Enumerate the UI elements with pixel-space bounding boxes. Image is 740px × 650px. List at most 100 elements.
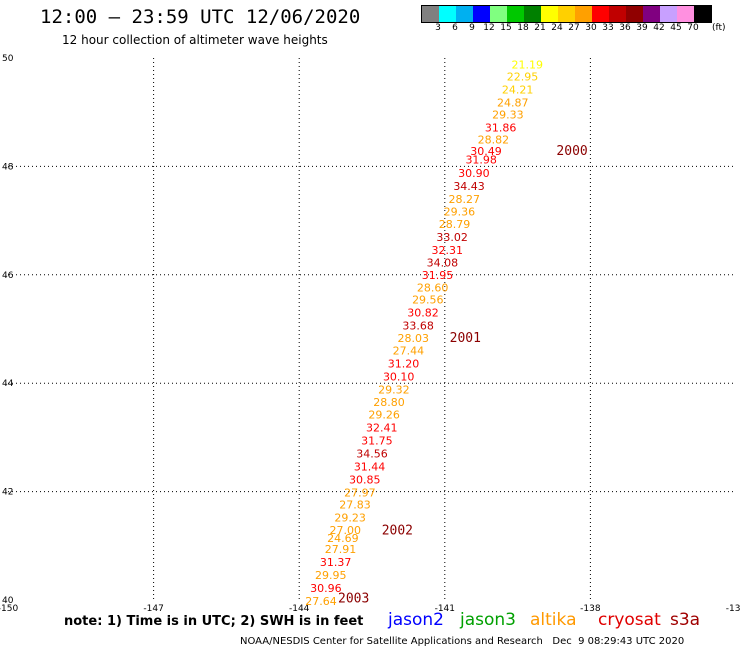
color-legend bbox=[421, 5, 712, 23]
legend-label: 21 bbox=[534, 23, 546, 33]
wave-height-point: 24.69 bbox=[327, 532, 359, 545]
x-tick-label: -138 bbox=[580, 604, 601, 614]
wave-height-point: 30.10 bbox=[383, 371, 415, 384]
wave-height-point: 30.82 bbox=[407, 307, 439, 320]
legend-label: 12 bbox=[483, 23, 495, 33]
legend-swatch bbox=[677, 6, 694, 22]
legend-swatch bbox=[456, 6, 473, 22]
legend-swatch bbox=[609, 6, 626, 22]
legend-label: 27 bbox=[568, 23, 580, 33]
wave-height-point: 27.83 bbox=[339, 499, 371, 512]
time-label: 2000 bbox=[556, 144, 587, 159]
legend-swatch bbox=[660, 6, 677, 22]
wave-height-point: 34.56 bbox=[356, 448, 388, 461]
legend-label: 36 bbox=[619, 23, 631, 33]
wave-height-point: 31.37 bbox=[320, 556, 352, 569]
legend-swatch bbox=[422, 6, 439, 22]
wave-height-point: 29.33 bbox=[492, 108, 524, 121]
legend-label: 42 bbox=[653, 23, 665, 33]
y-tick-label: 48 bbox=[2, 162, 14, 172]
wave-height-point: 31.95 bbox=[422, 269, 454, 282]
legend-label: 9 bbox=[469, 23, 475, 33]
y-tick-label: 42 bbox=[2, 488, 13, 498]
legend-label: 45 bbox=[670, 23, 682, 33]
x-tick-label: -150 bbox=[0, 604, 18, 614]
y-tick-label: 50 bbox=[2, 54, 14, 64]
legend-swatch bbox=[643, 6, 660, 22]
wave-height-point: 28.80 bbox=[373, 396, 405, 409]
wave-height-point: 33.02 bbox=[436, 231, 468, 244]
wave-height-point: 31.98 bbox=[465, 153, 497, 166]
wave-height-point: 29.32 bbox=[378, 384, 410, 397]
wave-height-point: 27.00 bbox=[330, 524, 362, 537]
satellite-jason3: jason3 bbox=[460, 610, 516, 630]
legend-swatch bbox=[490, 6, 507, 22]
satellite-jason2: jason2 bbox=[388, 610, 444, 630]
data-points: 21.1922.9524.2124.8729.3331.8628.8230.49… bbox=[305, 59, 543, 609]
legend-label: 24 bbox=[551, 23, 563, 33]
wave-height-point: 28.79 bbox=[439, 218, 471, 231]
wave-height-point: 24.21 bbox=[502, 83, 534, 96]
wave-height-point: 30.96 bbox=[310, 582, 342, 595]
wave-height-point: 27.97 bbox=[344, 487, 376, 500]
legend-label: 70 bbox=[687, 23, 699, 33]
x-tick-label: -147 bbox=[143, 604, 163, 614]
legend-unit: (ft) bbox=[712, 23, 726, 33]
wave-height-point: 28.82 bbox=[478, 133, 510, 146]
legend-label: 3 bbox=[435, 23, 441, 33]
x-tick-label: -144 bbox=[289, 604, 310, 614]
wave-height-point: 30.90 bbox=[458, 167, 490, 180]
legend-label: 39 bbox=[636, 23, 648, 33]
legend-swatch bbox=[439, 6, 456, 22]
legend-swatch bbox=[541, 6, 558, 22]
time-label: 2002 bbox=[382, 524, 413, 539]
wave-height-point: 32.41 bbox=[366, 422, 398, 435]
wave-height-point: 28.03 bbox=[398, 332, 430, 345]
grid-lines bbox=[8, 58, 736, 600]
wave-height-point: 33.68 bbox=[402, 320, 434, 333]
wave-height-point: 30.49 bbox=[470, 145, 502, 158]
legend-swatch bbox=[524, 6, 541, 22]
y-tick-label: 46 bbox=[2, 271, 14, 281]
wave-height-point: 29.23 bbox=[334, 512, 366, 525]
wave-height-point: 28.27 bbox=[448, 193, 480, 206]
wave-height-point: 28.60 bbox=[417, 281, 449, 294]
legend-label: 6 bbox=[452, 23, 458, 33]
wave-height-point: 32.31 bbox=[431, 244, 463, 257]
legend-label: 15 bbox=[500, 23, 512, 33]
wave-height-point: 30.85 bbox=[349, 474, 381, 487]
chart-subtitle: 12 hour collection of altimeter wave hei… bbox=[62, 33, 328, 47]
legend-swatch bbox=[575, 6, 592, 22]
y-tick-label: 44 bbox=[2, 379, 14, 389]
y-tick-label: 40 bbox=[2, 596, 14, 606]
time-label: 2001 bbox=[450, 331, 481, 346]
note-text: note: 1) Time is in UTC; 2) SWH is in fe… bbox=[64, 614, 364, 629]
wave-height-point: 22.95 bbox=[507, 70, 539, 83]
footer-credit: NOAA/NESDIS Center for Satellite Applica… bbox=[240, 636, 685, 647]
wave-height-point: 29.36 bbox=[444, 205, 476, 218]
axes: -150 -147 -144 -141 -138 -135 50 48 46 44 42 40 bbox=[0, 54, 740, 614]
x-tick-label: -135 bbox=[726, 604, 740, 614]
wave-height-point: 31.20 bbox=[388, 358, 420, 371]
legend-swatch bbox=[507, 6, 524, 22]
x-tick-label: -141 bbox=[435, 604, 455, 614]
wave-height-point: 34.08 bbox=[427, 256, 459, 269]
wave-height-point: 27.44 bbox=[393, 345, 425, 358]
wave-height-point: 29.95 bbox=[315, 569, 347, 582]
time-labels: 2000 2001 2002 2003 bbox=[338, 144, 588, 606]
legend-swatch bbox=[558, 6, 575, 22]
satellite-cryosat: cryosat bbox=[598, 610, 661, 630]
legend-swatch bbox=[694, 6, 711, 22]
legend-swatch bbox=[626, 6, 643, 22]
wave-height-point: 21.19 bbox=[512, 59, 544, 72]
legend-label: 30 bbox=[585, 23, 597, 33]
wave-height-point: 29.26 bbox=[368, 409, 400, 422]
wave-height-point: 29.56 bbox=[412, 294, 444, 307]
legend-label: 18 bbox=[517, 23, 529, 33]
satellite-s3a: s3a bbox=[670, 610, 701, 630]
wave-height-point: 24.87 bbox=[497, 96, 529, 109]
satellite-altika: altika bbox=[530, 610, 577, 630]
legend-swatch bbox=[473, 6, 490, 22]
chart-title: 12:00 – 23:59 UTC 12/06/2020 bbox=[40, 6, 361, 28]
